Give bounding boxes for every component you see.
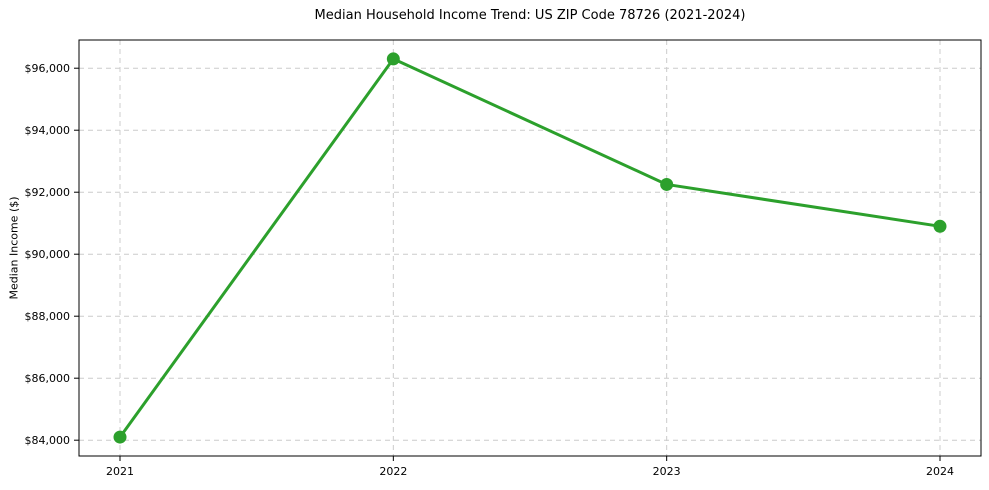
x-tick-label: 2022 [379, 465, 407, 478]
plot-border [78, 39, 982, 457]
x-tick-label: 2021 [106, 465, 134, 478]
y-tick-label: $86,000 [25, 372, 71, 385]
chart-title: Median Household Income Trend: US ZIP Co… [314, 8, 746, 23]
data-point-2021 [113, 430, 127, 444]
y-tick-label: $92,000 [25, 186, 71, 199]
x-tick-label: 2024 [926, 465, 954, 478]
y-tick-label: $94,000 [25, 124, 71, 137]
y-tick-label: $88,000 [25, 310, 71, 323]
data-point-2023 [660, 177, 674, 191]
y-tick-label: $96,000 [25, 62, 71, 75]
data-point-2022 [386, 52, 400, 66]
data-point-2024 [933, 219, 947, 233]
x-tick-label: 2023 [653, 465, 681, 478]
y-tick-label: $90,000 [25, 248, 71, 261]
income-trend-line [118, 57, 942, 439]
y-tick-label: $84,000 [25, 434, 71, 447]
